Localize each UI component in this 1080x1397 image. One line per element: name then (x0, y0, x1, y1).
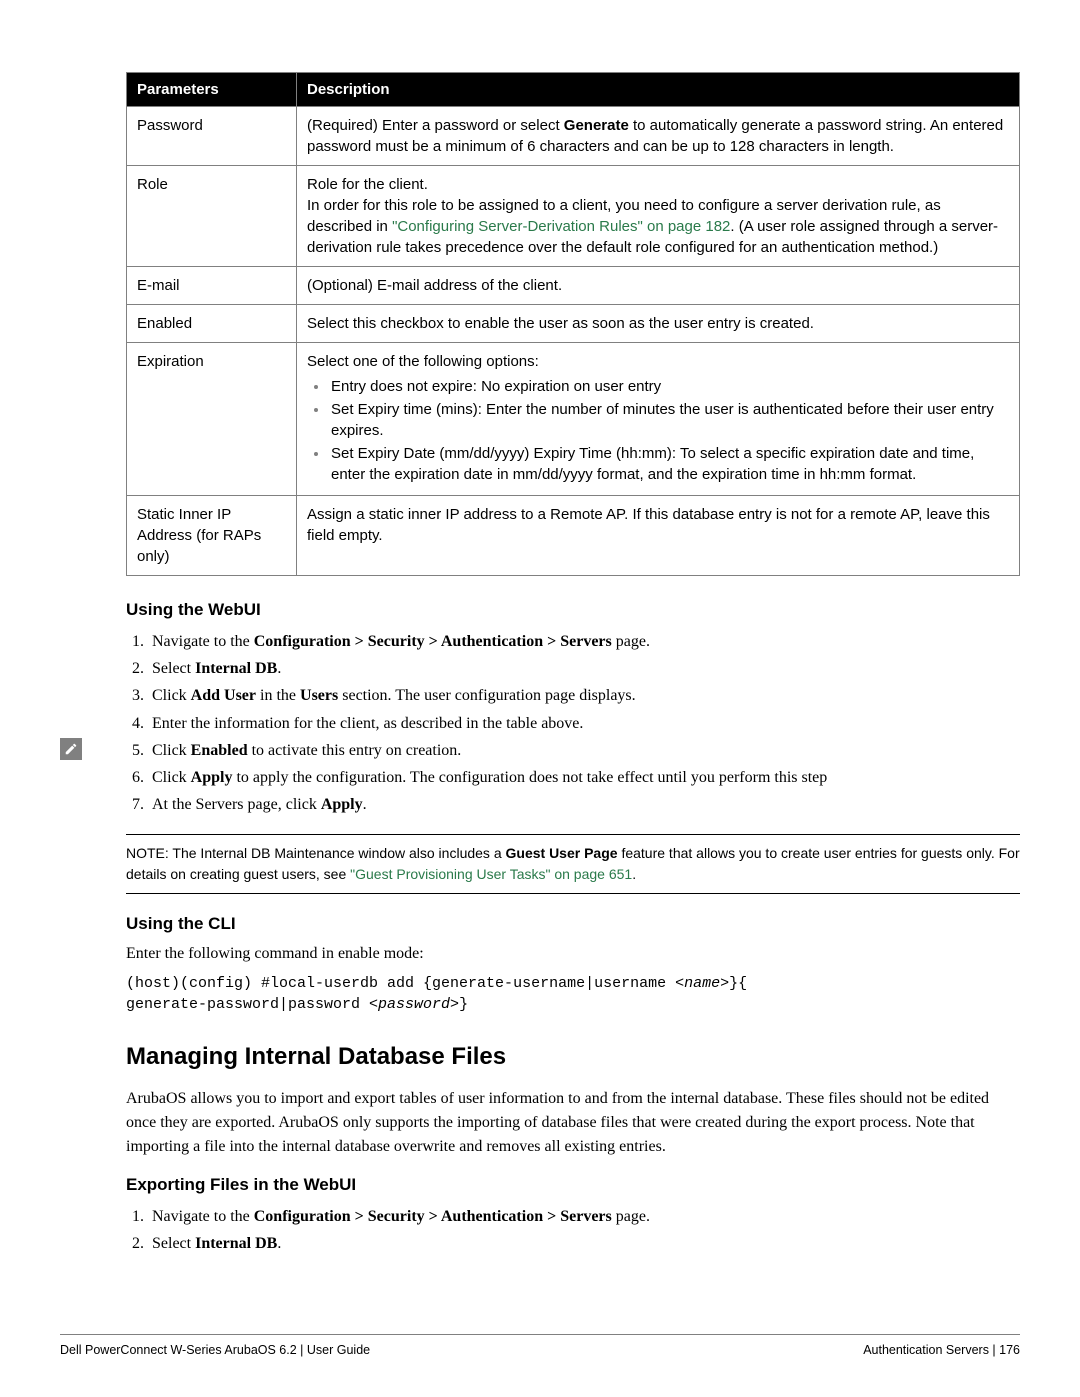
list-item: Navigate to the Configuration > Security… (148, 1203, 1020, 1230)
list-item: Click Apply to apply the configuration. … (148, 764, 1020, 791)
text: Set Expiry time (mins): Enter the number… (331, 401, 994, 439)
note-box: NOTE: The Internal DB Maintenance window… (126, 834, 1020, 894)
code-italic: <name> (675, 975, 729, 992)
heading-exporting: Exporting Files in the WebUI (126, 1175, 1020, 1195)
desc-cell: Assign a static inner IP address to a Re… (297, 496, 1020, 576)
code-text: generate-password|password (126, 996, 369, 1013)
code-text: }{ (729, 975, 747, 992)
parameters-table: Parameters Description Password (Require… (126, 72, 1020, 576)
text-bold: Generate (564, 117, 629, 134)
list-item: Click Add User in the Users section. The… (148, 682, 1020, 709)
table-row: Role Role for the client. In order for t… (127, 166, 1020, 267)
footer-left: Dell PowerConnect W-Series ArubaOS 6.2 |… (60, 1343, 370, 1357)
text-bold: Apply (321, 796, 363, 813)
text: NOTE: The Internal DB Maintenance window… (126, 845, 506, 861)
text: page. (612, 633, 650, 650)
param-cell: E-mail (127, 267, 297, 305)
text: to apply the configuration. The configur… (232, 769, 827, 786)
desc-cell: Select one of the following options: Ent… (297, 343, 1020, 496)
list-item: Click Enabled to activate this entry on … (148, 737, 1020, 764)
text: . (363, 796, 367, 813)
table-header-row: Parameters Description (127, 73, 1020, 107)
text: in the (256, 687, 300, 704)
page-footer: Dell PowerConnect W-Series ArubaOS 6.2 |… (60, 1334, 1020, 1357)
desc-cell: (Optional) E-mail address of the client. (297, 267, 1020, 305)
list-item: Navigate to the Configuration > Security… (148, 628, 1020, 655)
list-item: Set Expiry time (mins): Enter the number… (329, 399, 1009, 441)
param-cell: Role (127, 166, 297, 267)
text: Role for the client. (307, 174, 1009, 195)
desc-cell: (Required) Enter a password or select Ge… (297, 107, 1020, 166)
text-bold: Configuration > Security > Authenticatio… (254, 633, 612, 650)
table-row: Enabled Select this checkbox to enable t… (127, 305, 1020, 343)
param-cell: Static Inner IP Address (for RAPs only) (127, 496, 297, 576)
text-bold: Configuration > Security > Authenticatio… (254, 1208, 612, 1225)
text-bold: Enabled (191, 742, 248, 759)
param-cell: Password (127, 107, 297, 166)
heading-managing-db: Managing Internal Database Files (126, 1043, 1020, 1071)
text: At the Servers page, click (152, 796, 321, 813)
text: Select (152, 660, 195, 677)
code-italic: <password> (369, 996, 459, 1013)
text: Click (152, 687, 191, 704)
main-content: Parameters Description Password (Require… (126, 72, 1020, 1257)
list-item: At the Servers page, click Apply. (148, 791, 1020, 818)
text: to activate this entry on creation. (248, 742, 462, 759)
document-page: Parameters Description Password (Require… (0, 0, 1080, 1397)
export-steps: Navigate to the Configuration > Security… (126, 1203, 1020, 1257)
table-row: Expiration Select one of the following o… (127, 343, 1020, 496)
manage-para: ArubaOS allows you to import and export … (126, 1087, 1020, 1159)
text-bold: Add User (191, 687, 256, 704)
text: Select one of the following options: (307, 351, 1009, 372)
text: Navigate to the (152, 1208, 254, 1225)
list-item: Select Internal DB. (148, 1230, 1020, 1257)
text: Click (152, 769, 191, 786)
table-row: E-mail (Optional) E-mail address of the … (127, 267, 1020, 305)
footer-right: Authentication Servers | 176 (863, 1343, 1020, 1357)
cli-intro: Enter the following command in enable mo… (126, 942, 1020, 966)
text-bold: Users (300, 687, 338, 704)
text: Set Expiry Date (mm/dd/yyyy) Expiry Time… (331, 445, 974, 483)
heading-using-cli: Using the CLI (126, 914, 1020, 934)
text-bold: Internal DB (195, 1235, 277, 1252)
text: . (632, 866, 636, 882)
param-cell: Expiration (127, 343, 297, 496)
pencil-note-icon (60, 738, 82, 760)
text: Navigate to the (152, 633, 254, 650)
col-description: Description (297, 73, 1020, 107)
text: page. (612, 1208, 650, 1225)
table-row: Static Inner IP Address (for RAPs only) … (127, 496, 1020, 576)
text: (Required) Enter a password or select (307, 117, 564, 134)
text: In order for this role to be assigned to… (307, 195, 1009, 258)
webui-steps: Navigate to the Configuration > Security… (126, 628, 1020, 818)
text: section. The user configuration page dis… (338, 687, 635, 704)
bullet-list: Entry does not expire: No expiration on … (307, 376, 1009, 485)
col-parameters: Parameters (127, 73, 297, 107)
text: Click (152, 742, 191, 759)
text-bold: Guest User Page (506, 845, 618, 861)
cross-ref-link[interactable]: "Guest Provisioning User Tasks" on page … (350, 866, 632, 882)
table-row: Password (Required) Enter a password or … (127, 107, 1020, 166)
code-text: (host)(config) #local-userdb add {genera… (126, 975, 675, 992)
code-block: (host)(config) #local-userdb add {genera… (126, 974, 1020, 1015)
list-item: Enter the information for the client, as… (148, 710, 1020, 737)
list-item: Entry does not expire: No expiration on … (329, 376, 1009, 397)
list-item: Set Expiry Date (mm/dd/yyyy) Expiry Time… (329, 443, 1009, 485)
code-text: } (459, 996, 468, 1013)
param-cell: Enabled (127, 305, 297, 343)
list-item: Select Internal DB. (148, 655, 1020, 682)
text: . (277, 1235, 281, 1252)
text-bold: Internal DB (195, 660, 277, 677)
text: Select (152, 1235, 195, 1252)
cross-ref-link[interactable]: "Configuring Server-Derivation Rules" on… (392, 218, 730, 235)
desc-cell: Select this checkbox to enable the user … (297, 305, 1020, 343)
heading-using-webui: Using the WebUI (126, 600, 1020, 620)
desc-cell: Role for the client. In order for this r… (297, 166, 1020, 267)
text: . (277, 660, 281, 677)
text: Entry does not expire: No expiration on … (331, 378, 661, 395)
text-bold: Apply (191, 769, 233, 786)
